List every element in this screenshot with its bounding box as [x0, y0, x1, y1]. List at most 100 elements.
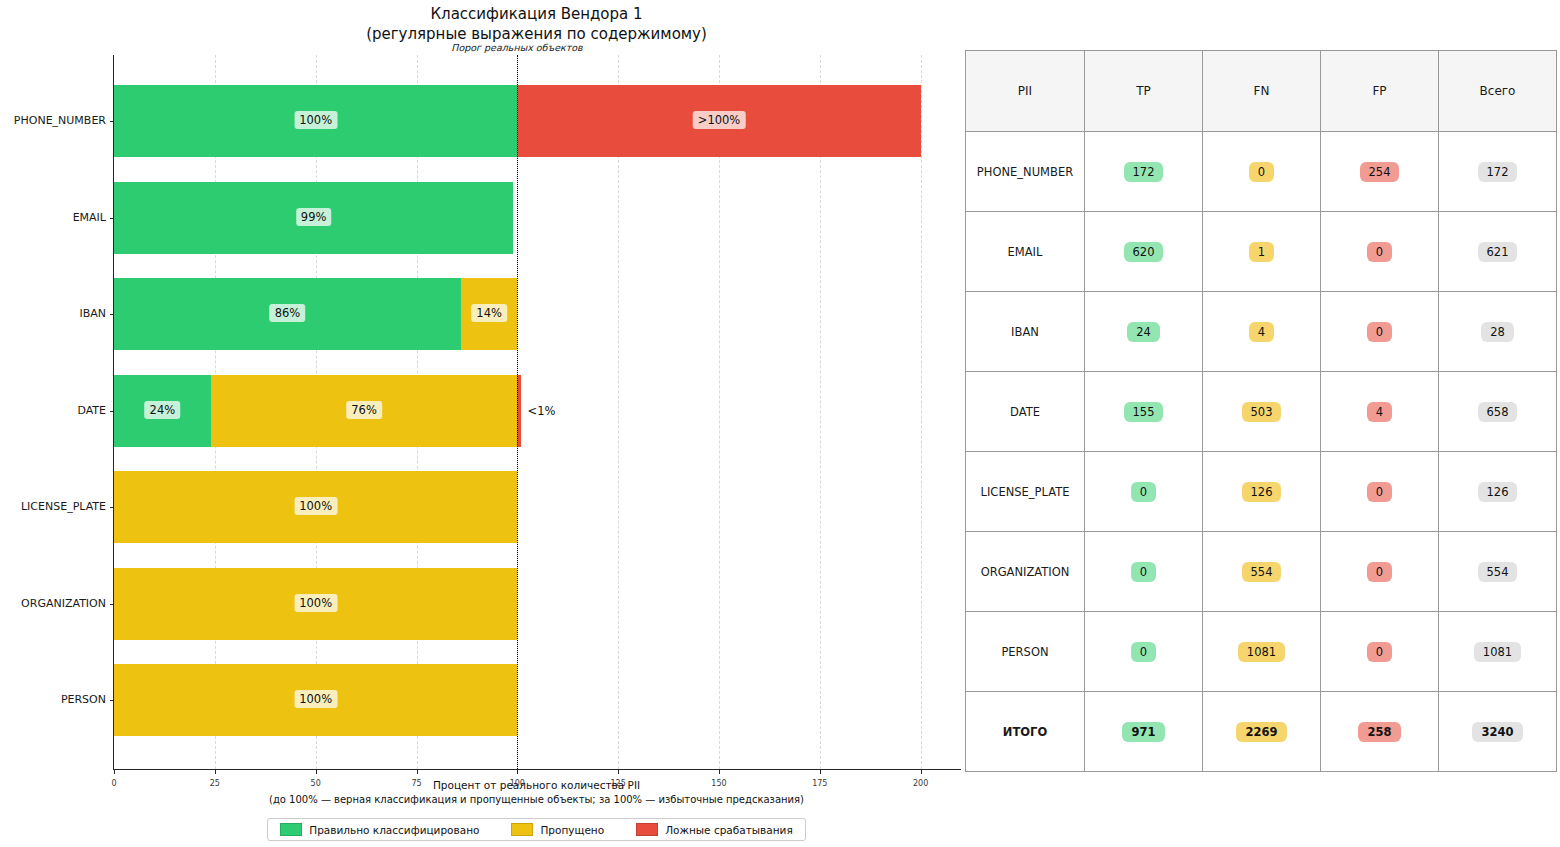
pii-name-cell: PERSON	[966, 612, 1085, 692]
total-cell: 126	[1439, 452, 1557, 532]
tp-value-badge: 620	[1124, 242, 1164, 262]
fn-cell: 554	[1203, 532, 1321, 612]
fp-cell: 0	[1321, 452, 1439, 532]
tp-cell: 620	[1085, 212, 1203, 292]
vendor-classification-figure: Классификация Вендора 1 (регулярные выра…	[0, 0, 1560, 847]
tp-value-badge: 24	[1127, 322, 1160, 342]
fp-value-badge: 0	[1367, 482, 1392, 502]
fp-value-badge: 258	[1358, 722, 1400, 742]
total-value-badge: 126	[1478, 482, 1518, 502]
total-cell: 172	[1439, 132, 1557, 212]
table-row: IBAN 24 4 0 28	[966, 292, 1557, 372]
tp-value-badge: 0	[1131, 482, 1156, 502]
tp-cell: 155	[1085, 372, 1203, 452]
bar-label: 100%	[294, 497, 337, 515]
legend-label: Правильно классифицировано	[309, 824, 479, 836]
column-header: TP	[1085, 51, 1203, 132]
tp-value-badge: 0	[1131, 562, 1156, 582]
pii-metrics-table: PIITPFNFPВсегоPHONE_NUMBER1720254172EMAI…	[965, 50, 1557, 772]
pii-name-cell: EMAIL	[966, 212, 1085, 292]
fn-value-badge: 0	[1249, 162, 1274, 182]
total-cell: 28	[1439, 292, 1557, 372]
tp-cell: 971	[1085, 692, 1203, 772]
legend: Правильно классифицированоПропущеноЛожны…	[113, 818, 960, 841]
threshold-label: Порог реальных объектов	[0, 42, 1034, 53]
fp-cell: 258	[1321, 692, 1439, 772]
x-tick-mark	[215, 770, 216, 774]
fp-value-badge: 0	[1367, 322, 1392, 342]
tp-cell: 24	[1085, 292, 1203, 372]
pii-name-cell: ИТОГО	[966, 692, 1085, 772]
total-cell: 621	[1439, 212, 1557, 292]
total-cell: 1081	[1439, 612, 1557, 692]
x-axis-sublabel: (до 100% — верная классификация и пропущ…	[113, 794, 960, 805]
pii-name-cell: IBAN	[966, 292, 1085, 372]
table-row: PHONE_NUMBER1720254172	[966, 132, 1557, 212]
y-tick-label: PHONE_NUMBER	[2, 113, 106, 129]
plot-area: 0255075100125150175200PHONE_NUMBER100%>1…	[113, 55, 961, 770]
table-header-row: PIITPFNFPВсего	[966, 51, 1557, 132]
column-header: Всего	[1439, 51, 1557, 132]
tp-value-badge: 0	[1131, 642, 1156, 662]
pii-name-cell: ORGANIZATION	[966, 532, 1085, 612]
x-tick-mark	[719, 770, 720, 774]
total-value-badge: 28	[1481, 322, 1514, 342]
total-value-badge: 1081	[1474, 642, 1521, 662]
total-value-badge: 554	[1478, 562, 1518, 582]
tp-cell: 0	[1085, 452, 1203, 532]
column-header: FN	[1203, 51, 1321, 132]
y-tick-label: LICENSE_PLATE	[2, 499, 106, 515]
bar-label: 100%	[294, 690, 337, 708]
gridline	[618, 55, 619, 769]
bar-label: <1%	[528, 402, 556, 420]
tp-cell: 172	[1085, 132, 1203, 212]
tp-value-badge: 155	[1124, 402, 1164, 422]
total-cell: 658	[1439, 372, 1557, 452]
pii-table-panel: PIITPFNFPВсегоPHONE_NUMBER1720254172EMAI…	[965, 50, 1557, 772]
table-row: DATE1555034658	[966, 372, 1557, 452]
column-header: PII	[966, 51, 1085, 132]
x-tick-mark	[618, 770, 619, 774]
legend-swatch-icon	[636, 823, 658, 836]
fp-value-badge: 0	[1367, 642, 1392, 662]
x-tick-mark	[417, 770, 418, 774]
bar-label: 14%	[471, 304, 507, 322]
x-tick-mark	[114, 770, 115, 774]
table-row: PERSON0108101081	[966, 612, 1557, 692]
x-tick-mark	[316, 770, 317, 774]
total-value-badge: 3240	[1472, 722, 1522, 742]
bar-label: 86%	[270, 304, 306, 322]
y-tick-label: PERSON	[2, 692, 106, 708]
tp-value-badge: 172	[1124, 162, 1164, 182]
fp-cell: 0	[1321, 532, 1439, 612]
y-tick-label: EMAIL	[2, 210, 106, 226]
pii-name-cell: LICENSE_PLATE	[966, 452, 1085, 532]
bar-label: 100%	[294, 111, 337, 129]
tp-cell: 0	[1085, 612, 1203, 692]
fn-value-badge: 554	[1242, 562, 1282, 582]
fp-cell: 4	[1321, 372, 1439, 452]
gridline	[820, 55, 821, 769]
bar-label: 100%	[294, 594, 337, 612]
fn-cell: 2269	[1203, 692, 1321, 772]
y-tick-label: DATE	[2, 403, 106, 419]
fn-value-badge: 4	[1249, 322, 1274, 342]
total-value-badge: 658	[1478, 402, 1518, 422]
y-tick-label: ORGANIZATION	[2, 596, 106, 612]
total-value-badge: 172	[1478, 162, 1518, 182]
pii-name-cell: DATE	[966, 372, 1085, 452]
fp-value-badge: 254	[1360, 162, 1400, 182]
x-axis-label: Процент от реального количества PII	[113, 779, 960, 791]
fp-cell: 0	[1321, 212, 1439, 292]
bar-label: 24%	[145, 401, 181, 419]
total-cell: 554	[1439, 532, 1557, 612]
fn-cell: 126	[1203, 452, 1321, 532]
legend-swatch-icon	[511, 823, 533, 836]
table-row: EMAIL62010621	[966, 212, 1557, 292]
fp-value-badge: 0	[1367, 242, 1392, 262]
legend-item-correct: Правильно классифицировано	[280, 823, 479, 836]
fn-value-badge: 2269	[1236, 722, 1286, 742]
bar-label: >100%	[693, 111, 746, 129]
chart-title-line2: (регулярные выражения по содержимому)	[113, 24, 960, 44]
fn-cell: 0	[1203, 132, 1321, 212]
